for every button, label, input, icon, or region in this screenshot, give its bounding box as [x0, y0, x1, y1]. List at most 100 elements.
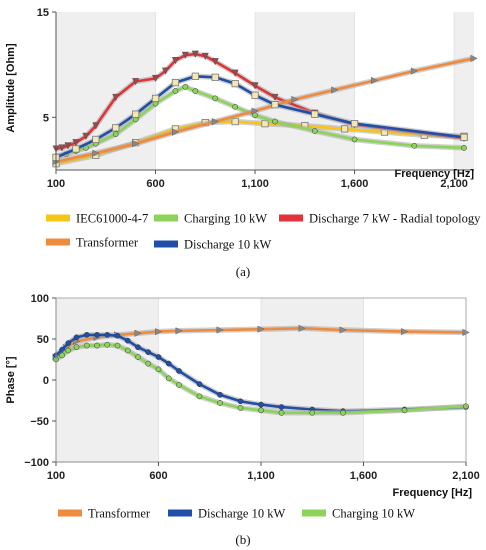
chart-a-legend-label-discharge-10-kw: Discharge 10 kW — [184, 238, 271, 252]
chart-a-caption: (a) — [236, 264, 250, 279]
chart-a-legend-label-transformer: Transformer — [76, 236, 139, 250]
chart-a-point-transformer — [211, 118, 219, 126]
chart-a-legend-label-iec61000-4-7: IEC61000-4-7 — [76, 212, 148, 226]
chart-a-point-discharge-7-kw-radial-topology — [161, 67, 169, 75]
chart-a-point-discharge-7-kw-radial-topology — [112, 93, 120, 101]
chart-b-y-tick-label: 0 — [43, 375, 49, 387]
chart-b-legend-item-transformer: Transformer — [58, 507, 151, 521]
chart-a-point-charging-10-kw — [182, 83, 189, 90]
chart-b-y-tick-label: −50 — [30, 416, 49, 428]
chart-a-point-discharge-7-kw-radial-topology — [191, 50, 199, 58]
chart-a-point-discharge-7-kw-radial-topology — [82, 132, 90, 140]
chart-b-point-charging-10-kw — [237, 405, 244, 411]
chart-a-point-discharge-10-kw — [92, 135, 100, 144]
chart-a-x-tick-label: 600 — [146, 178, 164, 190]
chart-b-legend-label-transformer: Transformer — [88, 507, 151, 521]
chart-b-point-charging-10-kw — [155, 366, 162, 373]
chart-a-point-discharge-7-kw-radial-topology — [231, 69, 239, 77]
chart-a-legend-swatch-charging-10-kw — [154, 214, 178, 222]
chart-b-point-discharge-10-kw — [196, 381, 203, 387]
chart-b-point-discharge-10-kw — [65, 340, 72, 346]
chart-b-x-ticks: 100 600 1,100 1,600 2,100 — [47, 462, 480, 482]
chart-a-point-charging-10-kw — [172, 88, 179, 94]
chart-a-point-charging-10-kw — [212, 95, 219, 102]
chart-b-point-charging-10-kw — [124, 347, 131, 354]
chart-a-point-charging-10-kw — [112, 131, 119, 138]
chart-b-point-transformer — [401, 328, 409, 336]
chart-b-point-charging-10-kw — [83, 342, 90, 349]
chart-b-point-discharge-10-kw — [83, 332, 90, 338]
chart-a-point-transformer — [172, 128, 180, 136]
chart-b-point-charging-10-kw — [104, 341, 111, 348]
chart-b-shaded-band — [261, 298, 364, 462]
chart-a-point-discharge-10-kw — [211, 73, 219, 81]
chart-a-point-transformer — [251, 107, 259, 115]
chart-a-point-transformer — [92, 149, 100, 157]
chart-b-point-transformer — [175, 327, 183, 335]
chart-a-axes — [55, 12, 474, 171]
chart-a-point-discharge-7-kw-radial-topology — [251, 82, 259, 90]
chart-b-x-tick-label: 1,600 — [350, 470, 378, 482]
chart-b-x-tick-label: 100 — [47, 470, 65, 482]
chart-a-y-ticks: 5 15 — [37, 7, 56, 124]
chart-a-legend-item-discharge-10-kw: Discharge 10 kW — [154, 238, 271, 252]
chart-a-point-discharge-10-kw — [231, 80, 239, 88]
chart-b-y-tick-label: 50 — [37, 334, 49, 346]
chart-b-x-tick-label: 2,100 — [452, 470, 480, 482]
chart-a-legend-item-iec61000-4-7: IEC61000-4-7 — [46, 212, 148, 226]
chart-a-legend-swatch-discharge-10-kw — [154, 240, 178, 248]
chart-b-point-charging-10-kw — [114, 342, 121, 349]
chart-a-point-discharge-7-kw-radial-topology — [171, 57, 179, 65]
chart-a-legend-item-discharge-7-kw-radial-topology: Discharge 7 kW - Radial topology — [279, 212, 481, 226]
chart-b-series-line-transformer — [55, 326, 467, 358]
chart-b-shaded-bands — [56, 298, 364, 462]
chart-b-point-charging-10-kw — [258, 407, 264, 414]
chart-a-legend-swatch-discharge-7-kw-radial-topology — [279, 214, 303, 222]
chart-a-point-discharge-10-kw — [191, 72, 199, 80]
chart-a-x-tick-label: 2,100 — [440, 178, 468, 190]
chart-a-point-discharge-10-kw — [460, 133, 468, 141]
chart-b-point-transformer — [216, 326, 224, 334]
chart-b-point-charging-10-kw — [59, 352, 66, 359]
chart-a-point-charging-10-kw — [411, 142, 418, 149]
chart-a-x-ticks: 100 600 1,100 1,600 2,100 — [47, 170, 468, 190]
chart-a-point-charging-10-kw — [351, 136, 358, 143]
chart-a-x-tick-label: 1,600 — [341, 178, 369, 190]
chart-a-x-tick-label: 1,100 — [241, 178, 269, 190]
chart-a: 100 600 1,100 1,600 2,100 5 15 Amplitude [Ohm… — [5, 7, 481, 279]
chart-a-legend-item-transformer: Transformer — [46, 236, 139, 250]
chart-b-point-charging-10-kw — [401, 407, 408, 414]
chart-a-legend-swatch-iec61000-4-7 — [46, 214, 70, 222]
chart-a-y-tick-label: 5 — [43, 112, 49, 124]
chart-b-legend: Transformer Discharge 10 kW Charging 10 kW — [58, 507, 415, 521]
chart-a-point-discharge-7-kw-radial-topology — [92, 122, 100, 130]
chart-a-point-discharge-10-kw — [72, 145, 80, 153]
chart-b-point-discharge-10-kw — [258, 401, 264, 408]
chart-b-point-charging-10-kw — [176, 382, 182, 388]
chart-a-shaded-band — [454, 12, 474, 170]
chart-b-point-charging-10-kw — [135, 354, 141, 360]
chart-b-point-charging-10-kw — [217, 400, 223, 406]
chart-b-point-charging-10-kw — [309, 409, 316, 416]
chart-a-legend-swatch-transformer — [46, 238, 70, 246]
chart-b-point-transformer — [257, 325, 265, 333]
chart-a-point-charging-10-kw — [311, 128, 318, 134]
chart-a-point-discharge-7-kw-radial-topology — [64, 142, 72, 150]
chart-a-legend-label-charging-10-kw: Charging 10 kW — [184, 212, 267, 226]
chart-a-point-transformer — [410, 67, 418, 75]
chart-a-point-discharge-10-kw — [311, 110, 319, 118]
chart-b-legend-swatch-discharge-10-kw — [168, 509, 192, 517]
chart-a-point-charging-10-kw — [461, 145, 467, 151]
chart-b-point-transformer — [298, 324, 306, 332]
chart-a-point-discharge-7-kw-radial-topology — [211, 58, 219, 66]
chart-b-point-discharge-10-kw — [155, 354, 162, 360]
chart-b-point-charging-10-kw — [278, 409, 285, 416]
chart-b-legend-item-discharge-10-kw: Discharge 10 kW — [168, 507, 285, 521]
chart-a-y-axis-label: Amplitude [Ohm] — [5, 43, 17, 133]
chart-b-legend-swatch-charging-10-kw — [302, 509, 326, 517]
chart-a-legend-item-charging-10-kw: Charging 10 kW — [154, 212, 267, 226]
chart-b-point-charging-10-kw — [145, 360, 152, 367]
chart-a-legend: IEC61000-4-7 Charging 10 kW Discharge 7 kW… — [46, 212, 481, 252]
chart-b-point-discharge-10-kw — [278, 404, 285, 410]
